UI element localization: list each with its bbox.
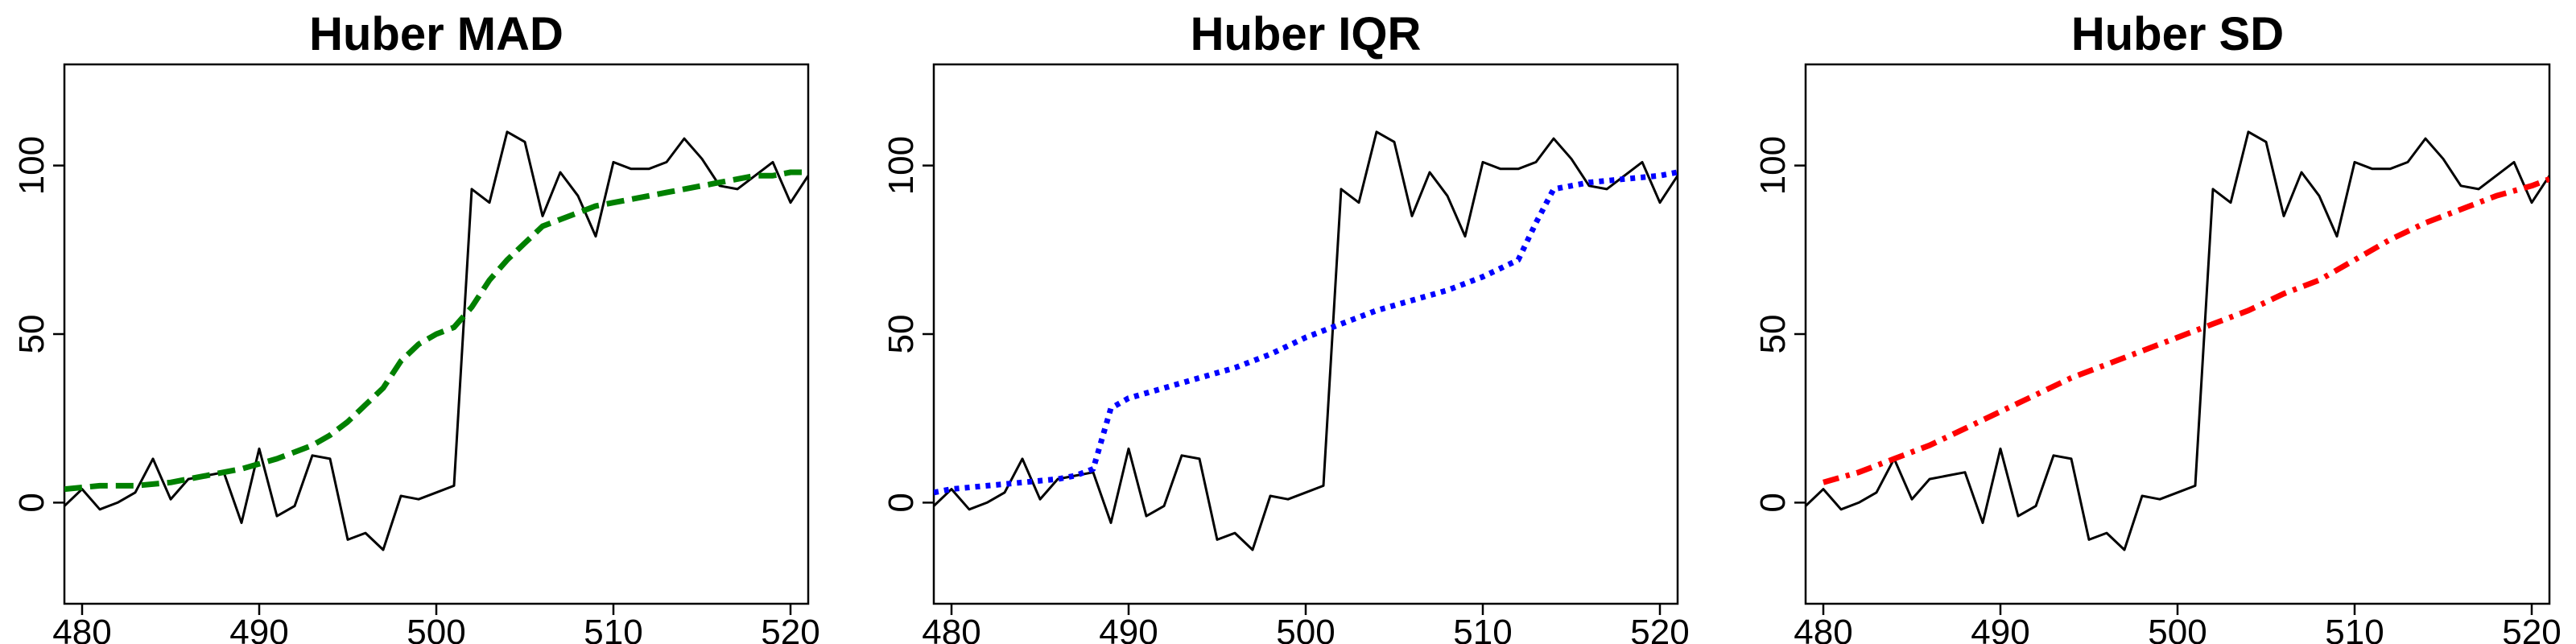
chart-title: Huber IQR: [1191, 8, 1422, 60]
y-tick-label: 0: [12, 493, 52, 512]
fitted-series-line: [1823, 176, 2549, 485]
x-tick-label: 490: [1971, 613, 2029, 644]
chart-title: Huber MAD: [309, 8, 564, 60]
fitted-series-line: [64, 169, 808, 493]
y-tick-label: 0: [1753, 493, 1793, 512]
chart-title: Huber SD: [2071, 8, 2284, 60]
x-tick-label: 510: [1453, 613, 1512, 644]
y-tick-label: 100: [1753, 136, 1793, 195]
plot-frame: [932, 63, 1679, 605]
x-tick-label: 500: [2148, 613, 2207, 644]
x-tick-label: 490: [1099, 613, 1158, 644]
x-tick-label: 510: [584, 613, 642, 644]
y-tick-label: 100: [881, 136, 921, 195]
panel-huber-sd: Huber SD 480 490 500 510 520 0 50 100: [1753, 8, 2562, 644]
panel-huber-iqr: Huber IQR 480 490 500 510 520 0 50 100: [881, 8, 1690, 644]
x-tick-label: 480: [1794, 613, 1852, 644]
x-tick-label: 500: [1276, 613, 1335, 644]
x-tick-label: 520: [2502, 613, 2561, 644]
y-tick-label: 50: [1753, 315, 1793, 354]
y-tick-label: 100: [12, 136, 52, 195]
fitted-series-line: [934, 169, 1678, 496]
panel-huber-mad: Huber MAD 480 490 500 510 520 0 50 100: [12, 8, 820, 644]
observed-series-line: [1806, 130, 2549, 551]
plot-frame: [1804, 63, 2551, 605]
y-tick-label: 50: [12, 315, 52, 354]
x-tick-label: 490: [229, 613, 288, 644]
observed-series-line: [934, 130, 1678, 551]
x-tick-label: 520: [1630, 613, 1689, 644]
x-tick-label: 520: [761, 613, 819, 644]
y-tick-label: 0: [881, 493, 921, 512]
x-tick-label: 500: [407, 613, 465, 644]
x-tick-label: 480: [922, 613, 980, 644]
y-tick-label: 50: [881, 315, 921, 354]
observed-series-line: [64, 130, 808, 551]
x-tick-label: 510: [2325, 613, 2384, 644]
x-tick-label: 480: [52, 613, 111, 644]
